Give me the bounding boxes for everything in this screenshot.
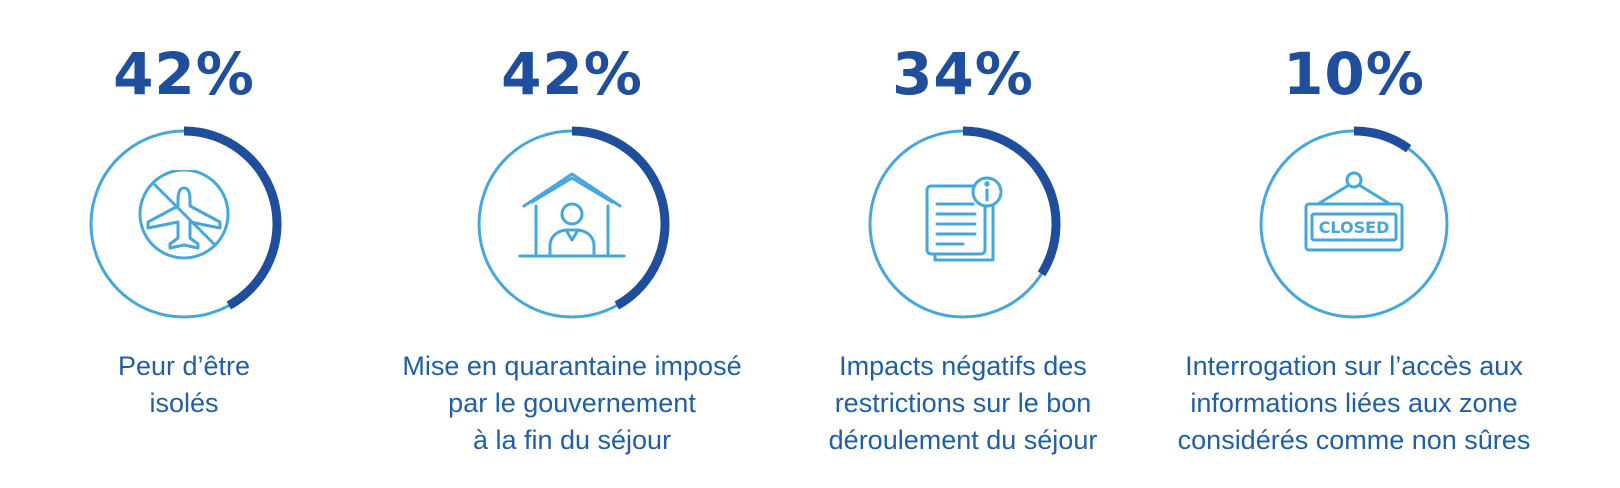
donut-ring bbox=[89, 126, 282, 319]
document-info-icon bbox=[925, 176, 1003, 262]
percentage-value: 10% bbox=[1283, 40, 1425, 108]
donut-arc bbox=[571, 126, 670, 310]
donut-ring bbox=[868, 126, 1061, 319]
no-flight-icon bbox=[138, 170, 230, 260]
stat-label: Peur d’être isolés bbox=[117, 351, 251, 418]
stat-item: 42% Peur d’être isolés bbox=[0, 0, 384, 488]
stat-item: 34% Impacts négatifs des restrictions su… bbox=[763, 0, 1163, 488]
donut-arc bbox=[183, 126, 282, 310]
donut-arc bbox=[962, 126, 1061, 277]
stat-item: 42% Mise en quarantaine imposé par le go… bbox=[372, 0, 772, 488]
closed-sign-icon: CLOSED bbox=[1304, 171, 1404, 252]
percentage-value: 34% bbox=[892, 40, 1034, 108]
stat-label: Interrogation sur l’accès aux informatio… bbox=[1177, 351, 1531, 455]
stat-label: Mise en quarantaine imposé par le gouver… bbox=[402, 351, 742, 455]
donut-ring bbox=[1259, 126, 1449, 319]
svg-text:CLOSED: CLOSED bbox=[1319, 218, 1390, 237]
home-person-icon bbox=[518, 172, 626, 258]
donut-arc bbox=[1353, 126, 1412, 153]
percentage-value: 42% bbox=[501, 40, 643, 108]
donut-ring bbox=[477, 126, 670, 319]
stat-label: Impacts négatifs des restrictions sur le… bbox=[828, 351, 1098, 455]
percentage-value: 42% bbox=[113, 40, 255, 108]
stat-item: 10% CLOSED Interrogation sur l’accès aux… bbox=[1154, 0, 1554, 488]
